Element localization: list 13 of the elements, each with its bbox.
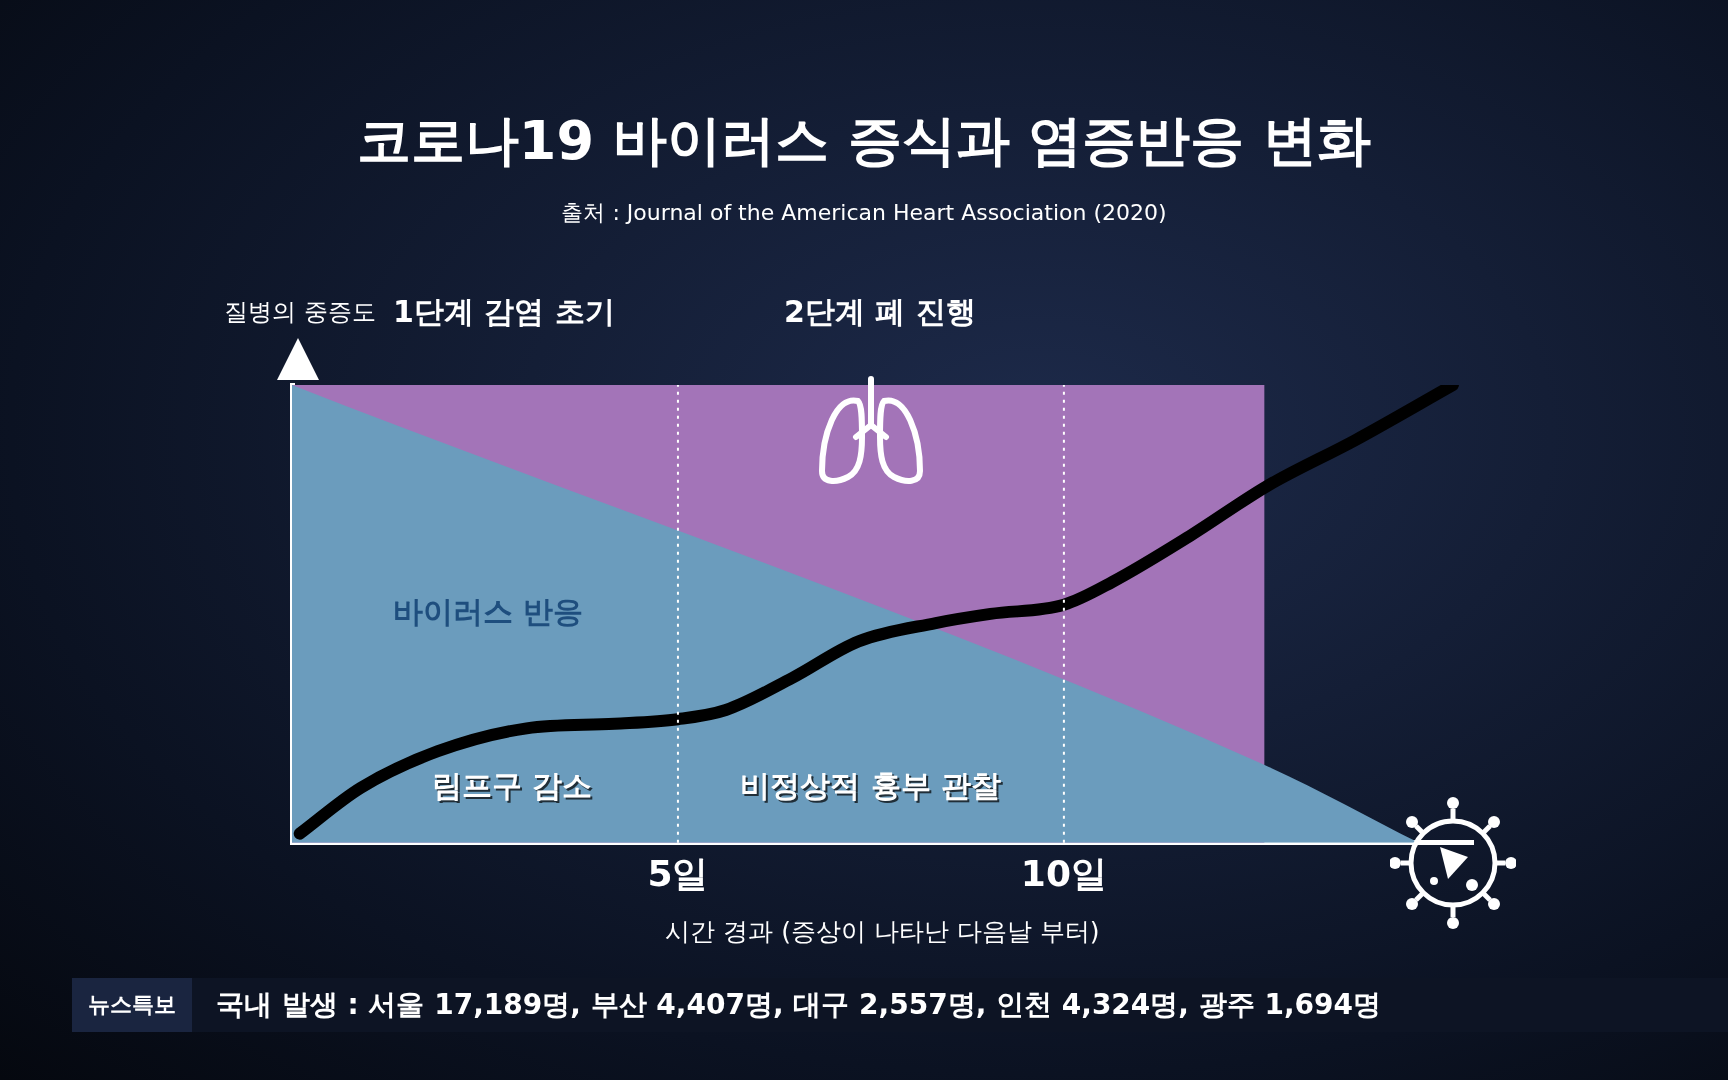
text: 국내 발생 : 서울 17,189명, 부산 4,407명, 대구 2,557명, 인천 4,324명, 광주 1,694명 [216,987,1382,1023]
annotation: 비정상적 흉부 관찰 [740,767,1002,803]
x-tick-label: 10일 [1020,852,1107,894]
annotation: 림프구 감소 [431,767,593,803]
text: 뉴스특보 [72,978,192,1032]
text: 1단계 감염 초기 [393,293,615,331]
x-axis-title: 시간 경과 (증상이 나타난 다음날 부터) [665,916,1100,946]
y-axis-title: 질병의 중증도 [224,297,376,328]
text: 2단계 폐 진행 [784,293,976,331]
chart-title: 코로나19 바이러스 증식과 염증반응 변화 [356,108,1372,174]
chart-subtitle: 출처 : Journal of the American Heart Association (2020) [561,199,1167,227]
x-tick-label: 5일 [647,852,709,894]
annotation: 바이러스 반응 [392,593,584,629]
